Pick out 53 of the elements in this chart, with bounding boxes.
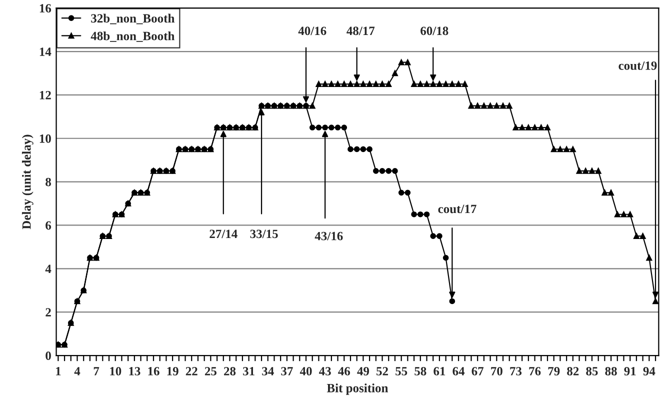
x-tick-label: 4: [74, 367, 80, 376]
x-tick-label: 43: [318, 367, 331, 376]
x-tick-label: 58: [414, 366, 426, 376]
x-tick-label: 10: [110, 366, 122, 376]
y-tick-label: 6: [46, 221, 52, 230]
annotation: 27/14: [210, 230, 238, 238]
annotation: cout/19: [618, 61, 657, 70]
x-tick-label: 37: [281, 367, 293, 376]
x-tick-label: 73: [510, 367, 522, 376]
y-tick-label: 12: [40, 91, 51, 100]
x-tick-label: 61: [434, 367, 446, 376]
annotation: 33/15: [250, 230, 278, 238]
x-tick-label: 49: [357, 367, 369, 376]
x-tick-label: 7: [94, 367, 100, 376]
x-tick-label: 76: [529, 367, 541, 376]
y-tick-label: 8: [46, 178, 51, 186]
x-tick-label: 25: [204, 367, 216, 376]
legend-label: 32b_non_Booth: [91, 14, 175, 24]
annotation: cout/17: [438, 204, 476, 214]
y-tick-label: 4: [45, 264, 52, 273]
x-tick-label: 52: [376, 367, 388, 376]
legend-label: 48b_non_Booth: [90, 31, 175, 42]
x-tick-label: 19: [167, 367, 178, 376]
x-tick-label: 55: [396, 367, 408, 376]
x-tick-label: 46: [338, 367, 350, 376]
y-tick-label: 0: [46, 352, 51, 360]
x-tick-label: 94: [643, 367, 656, 376]
y-tick-label: 10: [40, 134, 51, 143]
x-tick-label: 22: [186, 367, 198, 376]
y-tick-label: 14: [40, 48, 52, 56]
x-tick-label: 67: [472, 367, 484, 376]
x-tick-label: 82: [567, 366, 579, 376]
y-axis-title: Delay (unit delay): [22, 134, 34, 230]
y-tick-label: 2: [46, 308, 51, 316]
annotation: 60/18: [420, 26, 448, 36]
x-tick-label: 34: [262, 367, 274, 376]
x-tick-label: 64: [452, 367, 465, 376]
x-tick-label: 79: [548, 367, 560, 376]
x-tick-label: 28: [224, 366, 236, 376]
y-tick-label: 16: [40, 4, 52, 13]
x-tick-label: 91: [624, 367, 636, 376]
x-tick-label: 31: [243, 367, 254, 376]
x-tick-label: 1: [56, 367, 61, 376]
x-tick-label: 40: [300, 366, 312, 376]
x-tick-label: 85: [586, 366, 598, 376]
annotation: 40/16: [298, 26, 326, 36]
annotation: 48/17: [346, 26, 375, 36]
x-axis-title: Bit position: [326, 384, 388, 395]
x-tick-label: 88: [605, 366, 617, 376]
x-tick-label: 16: [148, 367, 160, 376]
x-tick-label: 13: [129, 367, 140, 376]
annotation: 43/16: [314, 232, 343, 240]
x-tick-label: 70: [491, 366, 502, 376]
